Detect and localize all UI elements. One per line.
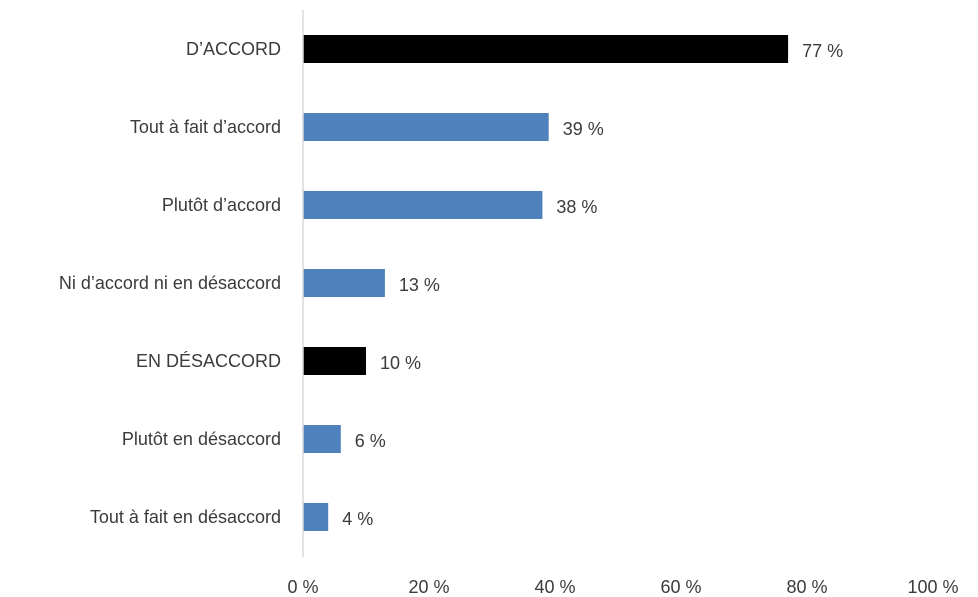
- value-label-d-accord: 77 %: [802, 41, 843, 61]
- x-tick-label-100: 100 %: [907, 577, 958, 597]
- value-label-en-desaccord: 10 %: [380, 353, 421, 373]
- bar-plutot-en-desaccord: [303, 425, 341, 453]
- category-label-tout-a-fait-en-desaccord: Tout à fait en désaccord: [90, 507, 281, 527]
- bar-tout-a-fait-d-accord: [303, 113, 549, 141]
- value-labels: 77 % 39 % 38 % 13 % 10 % 6 % 4 %: [342, 41, 843, 529]
- x-tick-label-60: 60 %: [660, 577, 701, 597]
- x-axis-tick-labels: 0 % 20 % 40 % 60 % 80 % 100 %: [287, 577, 958, 597]
- bars-group: [303, 35, 789, 531]
- category-label-d-accord: D’ACCORD: [186, 39, 281, 59]
- category-label-en-desaccord: EN DÉSACCORD: [136, 351, 281, 371]
- bar-plutot-d-accord: [303, 191, 543, 219]
- category-label-tout-a-fait-d-accord: Tout à fait d’accord: [130, 117, 281, 137]
- bar-tout-a-fait-en-desaccord: [303, 503, 329, 531]
- x-tick-label-0: 0 %: [287, 577, 318, 597]
- value-label-plutot-en-desaccord: 6 %: [355, 431, 386, 451]
- value-label-tout-a-fait-en-desaccord: 4 %: [342, 509, 373, 529]
- value-label-plutot-d-accord: 38 %: [556, 197, 597, 217]
- category-labels: D’ACCORD Tout à fait d’accord Plutôt d’acc…: [59, 39, 281, 527]
- value-label-tout-a-fait-d-accord: 39 %: [563, 119, 604, 139]
- bar-en-desaccord: [303, 347, 366, 375]
- category-label-ni-d-accord-ni-en-desaccord: Ni d’accord ni en désaccord: [59, 273, 281, 293]
- bar-d-accord: [303, 35, 789, 63]
- value-label-ni-d-accord-ni-en-desaccord: 13 %: [399, 275, 440, 295]
- bar-ni-d-accord-ni-en-desaccord: [303, 269, 385, 297]
- category-label-plutot-en-desaccord: Plutôt en désaccord: [122, 429, 281, 449]
- x-tick-label-40: 40 %: [534, 577, 575, 597]
- x-tick-label-20: 20 %: [408, 577, 449, 597]
- x-tick-label-80: 80 %: [786, 577, 827, 597]
- category-label-plutot-d-accord: Plutôt d’accord: [162, 195, 281, 215]
